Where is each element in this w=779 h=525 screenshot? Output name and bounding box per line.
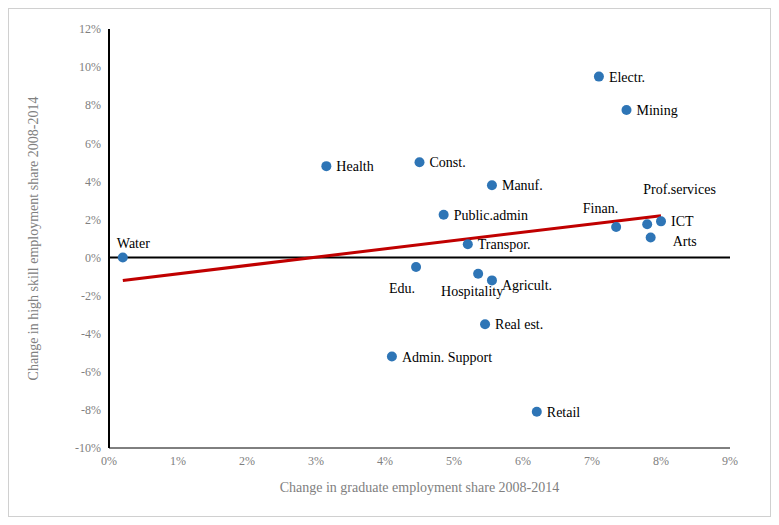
svg-text:Retail: Retail <box>547 405 581 420</box>
svg-text:4%: 4% <box>85 175 101 189</box>
svg-text:7%: 7% <box>584 454 600 468</box>
svg-text:Edu.: Edu. <box>389 281 415 296</box>
svg-text:-2%: -2% <box>81 289 101 303</box>
svg-text:9%: 9% <box>722 454 738 468</box>
svg-text:-10%: -10% <box>75 441 101 455</box>
svg-text:Real est.: Real est. <box>495 317 543 332</box>
svg-text:Transpor.: Transpor. <box>478 237 531 252</box>
svg-text:Arts: Arts <box>673 234 697 249</box>
svg-text:2%: 2% <box>85 213 101 227</box>
svg-text:6%: 6% <box>515 454 531 468</box>
svg-text:2%: 2% <box>239 454 255 468</box>
svg-text:Health: Health <box>336 159 373 174</box>
svg-text:Change in high skill employmen: Change in high skill employment share 20… <box>26 97 41 381</box>
svg-text:0%: 0% <box>85 251 101 265</box>
svg-text:Prof.services: Prof.services <box>643 182 716 197</box>
svg-text:Electr.: Electr. <box>609 70 645 85</box>
svg-text:Water: Water <box>117 236 150 251</box>
svg-text:3%: 3% <box>308 454 324 468</box>
svg-text:Agricult.: Agricult. <box>502 278 552 293</box>
svg-text:-6%: -6% <box>81 365 101 379</box>
svg-text:12%: 12% <box>79 22 101 36</box>
svg-text:8%: 8% <box>85 98 101 112</box>
svg-text:5%: 5% <box>446 454 462 468</box>
svg-text:6%: 6% <box>85 137 101 151</box>
svg-text:10%: 10% <box>79 60 101 74</box>
svg-text:Mining: Mining <box>637 103 678 118</box>
svg-text:Manuf.: Manuf. <box>502 178 543 193</box>
svg-text:Hospitality: Hospitality <box>441 284 503 299</box>
svg-text:1%: 1% <box>170 454 186 468</box>
svg-text:Admin. Support: Admin. Support <box>402 350 492 365</box>
svg-text:-8%: -8% <box>81 403 101 417</box>
svg-text:Public.admin: Public.admin <box>454 208 528 223</box>
svg-text:Change in graduate employment: Change in graduate employment share 2008… <box>280 480 560 495</box>
svg-text:8%: 8% <box>653 454 669 468</box>
svg-text:ICT: ICT <box>671 214 694 229</box>
svg-text:-4%: -4% <box>81 327 101 341</box>
svg-text:Finan.: Finan. <box>583 201 618 216</box>
svg-text:Const.: Const. <box>430 155 466 170</box>
svg-text:0%: 0% <box>101 454 117 468</box>
svg-text:4%: 4% <box>377 454 393 468</box>
